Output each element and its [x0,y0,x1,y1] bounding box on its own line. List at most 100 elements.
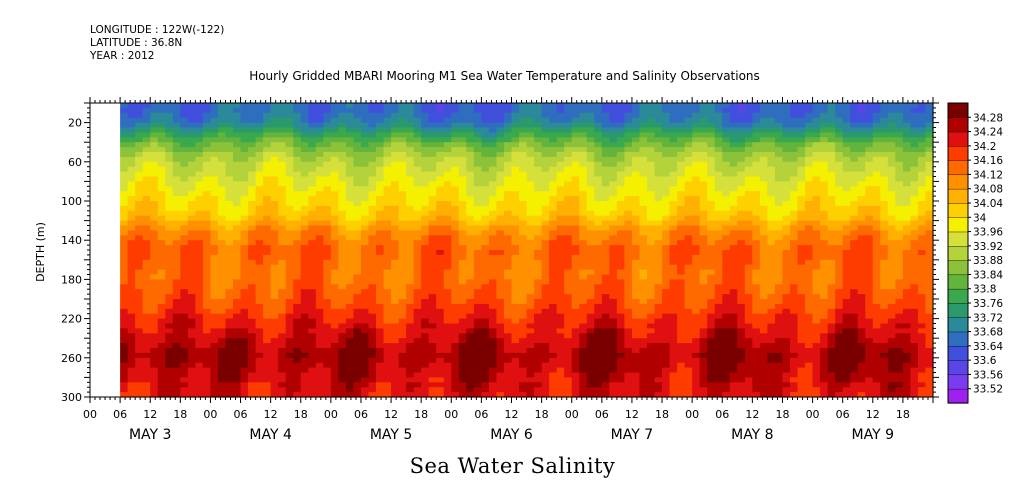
heatmap-cell [714,377,723,383]
heatmap-cell [443,201,452,207]
heatmap-cell [692,132,701,138]
heatmap-cell [511,181,520,187]
heatmap-cell [549,259,558,266]
heatmap-cell [278,382,287,388]
heatmap-cell [556,264,565,271]
heatmap-cell [150,230,159,236]
heatmap-cell [398,308,407,315]
heatmap-cell [391,274,400,280]
heatmap-cell [323,392,332,398]
heatmap-cell [534,343,543,349]
heatmap-cell [330,191,339,197]
heatmap-cell [586,152,595,158]
heatmap-cell [150,264,159,271]
heatmap-cell [481,181,490,187]
heatmap-cell [503,166,513,173]
heatmap-cell [624,362,633,369]
heatmap-cell [210,387,219,393]
heatmap-cell [323,210,332,217]
heatmap-cell [473,161,482,168]
heatmap-cell [308,308,317,315]
heatmap-cell [549,122,558,129]
heatmap-cell [308,333,317,339]
heatmap-cell [270,161,279,168]
heatmap-cell [338,377,347,383]
heatmap-cell [383,367,392,374]
heatmap-cell [421,127,430,133]
heatmap-cell [353,201,362,207]
heatmap-cell [662,274,671,280]
heatmap-cell [406,338,415,344]
heatmap-cell [210,235,219,241]
heatmap-cell [443,152,452,158]
heatmap-cell [669,225,678,231]
heatmap-cell [127,230,136,236]
heatmap-cell [443,210,452,217]
heatmap-cell [187,343,196,349]
heatmap-cell [135,186,144,192]
heatmap-cell [338,387,347,393]
heatmap-cell [278,367,287,374]
heatmap-cell [481,299,490,305]
heatmap-cell [571,191,580,197]
heatmap-cell [300,284,309,290]
heatmap-cell [406,333,415,339]
heatmap-cell [315,362,324,369]
heatmap-cell [624,254,633,261]
heatmap-cell [165,137,174,143]
heatmap-cell [338,220,347,227]
heatmap-cell [662,294,671,300]
heatmap-cell [436,289,445,295]
heatmap-cell [503,142,513,148]
heatmap-cell [549,352,558,359]
heatmap-cell [624,274,633,280]
heatmap-cell [172,387,181,393]
heatmap-cell [413,333,422,339]
heatmap-cell [255,382,264,388]
heatmap-cell [729,377,738,383]
heatmap-cell [526,142,535,148]
heatmap-cell [436,176,445,182]
heatmap-cell [172,235,181,241]
heatmap-cell [330,367,339,374]
heatmap-cell [669,264,678,271]
heatmap-cell [278,328,287,334]
heatmap-cell [300,250,309,256]
heatmap-cell [278,387,287,393]
heatmap-cell [729,328,738,334]
heatmap-cell [278,215,287,222]
heatmap-cell [631,299,641,305]
heatmap-cell [707,318,716,325]
heatmap-cell [519,132,528,138]
heatmap-cell [338,294,347,300]
heatmap-cell [714,225,723,231]
heatmap-cell [601,235,610,241]
heatmap-cell [368,318,377,325]
heatmap-cell [345,328,355,334]
heatmap-cell [233,299,242,305]
heatmap-cell [714,142,723,148]
heatmap-cell [729,181,738,187]
heatmap-cell [601,186,610,192]
heatmap-cell [481,240,490,246]
heatmap-cell [421,181,430,187]
heatmap-cell [458,377,467,383]
heatmap-cell [150,181,159,187]
heatmap-cell [729,156,738,163]
heatmap-cell [368,377,377,383]
heatmap-cell [398,127,407,133]
heatmap-cell [240,186,249,192]
heatmap-cell [150,161,159,168]
heatmap-cell [345,299,355,305]
heatmap-cell [421,161,430,168]
heatmap-cell [677,176,686,182]
heatmap-cell [421,112,430,119]
heatmap-cell [541,294,550,300]
heatmap-cell [473,181,482,187]
heatmap-cell [263,210,272,217]
heatmap-cell [707,254,716,261]
heatmap-cell [285,392,294,398]
heatmap-cell [165,122,174,129]
heatmap-cell [278,279,287,285]
heatmap-cell [202,382,212,388]
